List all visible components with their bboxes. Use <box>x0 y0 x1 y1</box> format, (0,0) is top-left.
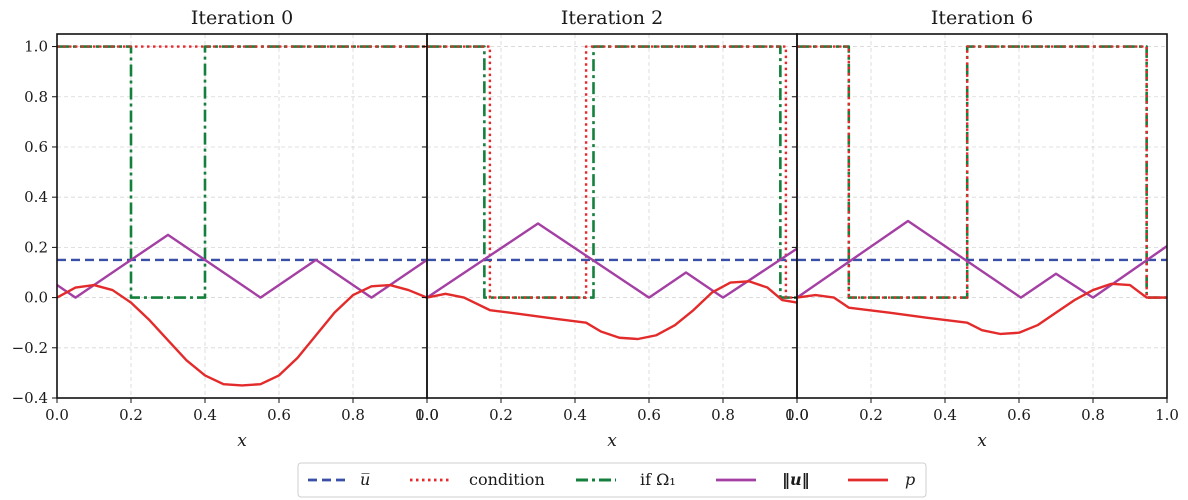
legend-label: p <box>905 470 915 489</box>
legend-item-omega: if Ω₁ <box>576 470 676 489</box>
panel-title: Iteration 2 <box>561 7 663 29</box>
y-tick-label: −0.4 <box>12 389 48 407</box>
legend-label: condition <box>469 470 545 489</box>
x-tick-label: 0.6 <box>267 406 291 424</box>
series-normu <box>796 219 1168 299</box>
x-tick-label: 0.2 <box>859 406 883 424</box>
x-tick-label: 0.2 <box>489 406 513 424</box>
axes-frame <box>426 33 798 399</box>
y-tick-label: 0.0 <box>24 289 48 307</box>
x-axis-label: x <box>607 431 617 451</box>
x-tick-label: 0.0 <box>785 406 809 424</box>
y-tick-label: 0.6 <box>24 138 48 156</box>
legend: u̅ condition if Ω₁ ‖u‖ p <box>297 462 927 498</box>
x-tick-label: 0.4 <box>193 406 217 424</box>
legend-label: ‖u‖ <box>782 470 810 489</box>
legend-label: if Ω₁ <box>640 470 676 489</box>
x-tick-label: 0.8 <box>711 406 735 424</box>
x-tick-label: 0.8 <box>1081 406 1105 424</box>
panel-title: Iteration 0 <box>191 7 293 29</box>
legend-box <box>297 462 927 498</box>
panel-2: Iteration 2 0.0 0.2 0.4 0.6 0.8 1.0 x <box>415 7 809 451</box>
axes-frame <box>796 33 1168 399</box>
series-omega <box>57 45 427 299</box>
x-axis-label: x <box>977 431 987 451</box>
x-tick-label: 0.4 <box>933 406 957 424</box>
legend-item-p: p <box>848 470 915 489</box>
series-normu <box>426 222 798 299</box>
series-condition <box>797 45 1167 299</box>
legend-label: u̅ <box>360 470 370 489</box>
panel-3: Iteration 6 0.0 0.2 0.4 0.6 0.8 1.0 x <box>785 7 1179 451</box>
x-tick-label: 1.0 <box>1155 406 1179 424</box>
x-tick-label: 0.8 <box>341 406 365 424</box>
y-tick-label: −0.2 <box>12 339 48 357</box>
y-tick-label: 1.0 <box>24 38 48 56</box>
x-tick-label: 0.0 <box>415 406 439 424</box>
series-normu <box>56 233 428 299</box>
series-omega <box>427 45 797 299</box>
x-axis-label: x <box>237 431 247 451</box>
x-tick-label: 0.4 <box>563 406 587 424</box>
x-tick-label: 0.6 <box>1007 406 1031 424</box>
series-p <box>56 283 428 387</box>
series-p <box>796 282 1167 336</box>
y-tick-label: 0.8 <box>24 88 48 106</box>
panel-1: Iteration 0 0.0 0.2 0.4 0.6 0.8 1.0 x 1.0 0.8 0.6 0… <box>12 7 439 451</box>
x-tick-label: 1.0 <box>785 406 809 424</box>
panels: Iteration 0 0.0 0.2 0.4 0.6 0.8 1.0 x 1.0 0.8 0.6 0… <box>12 7 1179 451</box>
x-tick-label: 0.6 <box>637 406 661 424</box>
y-tick-label: 0.2 <box>24 238 48 256</box>
panel-title: Iteration 6 <box>931 7 1033 29</box>
axes-frame <box>56 33 428 399</box>
x-tick-label: 0.2 <box>119 406 143 424</box>
x-tick-label: 0.0 <box>45 406 69 424</box>
series-p <box>426 280 798 341</box>
y-tick-label: 0.4 <box>24 188 48 206</box>
legend-item-ubar: u̅ <box>308 470 370 489</box>
x-tick-label: 1.0 <box>415 406 439 424</box>
legend-item-normu: ‖u‖ <box>716 470 810 489</box>
legend-item-condition: condition <box>410 470 545 489</box>
